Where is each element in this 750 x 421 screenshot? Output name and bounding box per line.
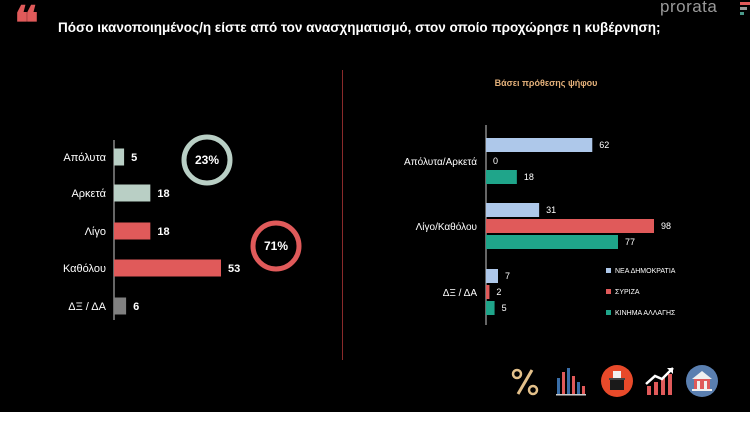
question-title: Πόσο ικανοποιημένος/η είστε από τον ανασ… bbox=[58, 20, 661, 35]
legend-swatch bbox=[606, 310, 611, 315]
right-bar bbox=[486, 301, 495, 315]
right-value-label: 98 bbox=[661, 221, 671, 231]
left-category-label: Καθόλου bbox=[63, 263, 106, 275]
legend-label: ΚΙΝΗΜΑ ΑΛΛΑΓΗΣ bbox=[615, 310, 676, 317]
right-value-label: 77 bbox=[625, 237, 635, 247]
legend-label: ΣΥΡΙΖΑ bbox=[615, 289, 640, 296]
left-bar bbox=[114, 259, 221, 277]
bar-chart-icon[interactable] bbox=[554, 364, 588, 398]
chart-slide: ❝ Πόσο ικανοποιημένος/η είστε από τον αν… bbox=[0, 0, 750, 412]
left-value-label: 18 bbox=[157, 188, 169, 200]
brand-bars-icon bbox=[740, 0, 750, 16]
right-value-label: 62 bbox=[599, 140, 609, 150]
left-category-label: ΔΞ / ΔΑ bbox=[68, 301, 106, 313]
trend-chart-icon[interactable] bbox=[643, 364, 677, 398]
percent-ring-label: 71% bbox=[264, 239, 288, 253]
left-value-label: 53 bbox=[228, 263, 240, 275]
right-bar bbox=[486, 219, 654, 233]
left-value-label: 18 bbox=[157, 226, 169, 238]
right-bar bbox=[486, 269, 498, 283]
town-hall-icon[interactable] bbox=[685, 364, 719, 398]
left-value-label: 5 bbox=[131, 152, 137, 164]
percent-icon[interactable] bbox=[508, 364, 542, 398]
legend-swatch bbox=[606, 268, 611, 273]
brand-logo: prorata bbox=[660, 0, 718, 16]
left-category-label: Αρκετά bbox=[71, 188, 106, 200]
right-category-label: Λίγο/Καθόλου bbox=[416, 221, 477, 233]
right-bar bbox=[486, 235, 618, 249]
left-bar bbox=[114, 148, 125, 166]
right-value-label: 2 bbox=[496, 287, 501, 297]
legend-label: ΝΕΑ ΔΗΜΟΚΡΑΤΙΑ bbox=[615, 268, 676, 275]
legend-swatch bbox=[606, 289, 611, 294]
right-bar bbox=[486, 203, 540, 217]
right-value-label: 18 bbox=[524, 172, 534, 182]
percent-ring bbox=[181, 134, 233, 186]
right-value-label: 0 bbox=[493, 156, 498, 166]
right-bar bbox=[486, 285, 490, 299]
ballot-box-icon[interactable] bbox=[600, 364, 634, 398]
right-value-label: 31 bbox=[546, 205, 556, 215]
right-value-label: 5 bbox=[502, 303, 507, 313]
right-bar bbox=[486, 138, 593, 152]
quote-icon: ❝ bbox=[14, 0, 39, 50]
left-category-label: Απόλυτα bbox=[63, 152, 106, 164]
percent-ring bbox=[250, 220, 302, 272]
right-category-label: Απόλυτα/Αρκετά bbox=[404, 156, 477, 168]
panel-divider bbox=[342, 70, 343, 360]
left-bar bbox=[114, 222, 151, 240]
left-category-label: Λίγο bbox=[85, 226, 106, 238]
percent-ring-label: 23% bbox=[195, 153, 219, 167]
left-value-label: 6 bbox=[133, 301, 139, 313]
right-bar bbox=[486, 170, 517, 184]
right-value-label: 7 bbox=[505, 271, 510, 281]
right-chart-title: Βάσει πρόθεσης ψήφου bbox=[495, 78, 598, 88]
right-category-label: ΔΞ / ΔΑ bbox=[443, 288, 478, 299]
left-bar bbox=[114, 184, 151, 202]
left-bar bbox=[114, 297, 127, 315]
